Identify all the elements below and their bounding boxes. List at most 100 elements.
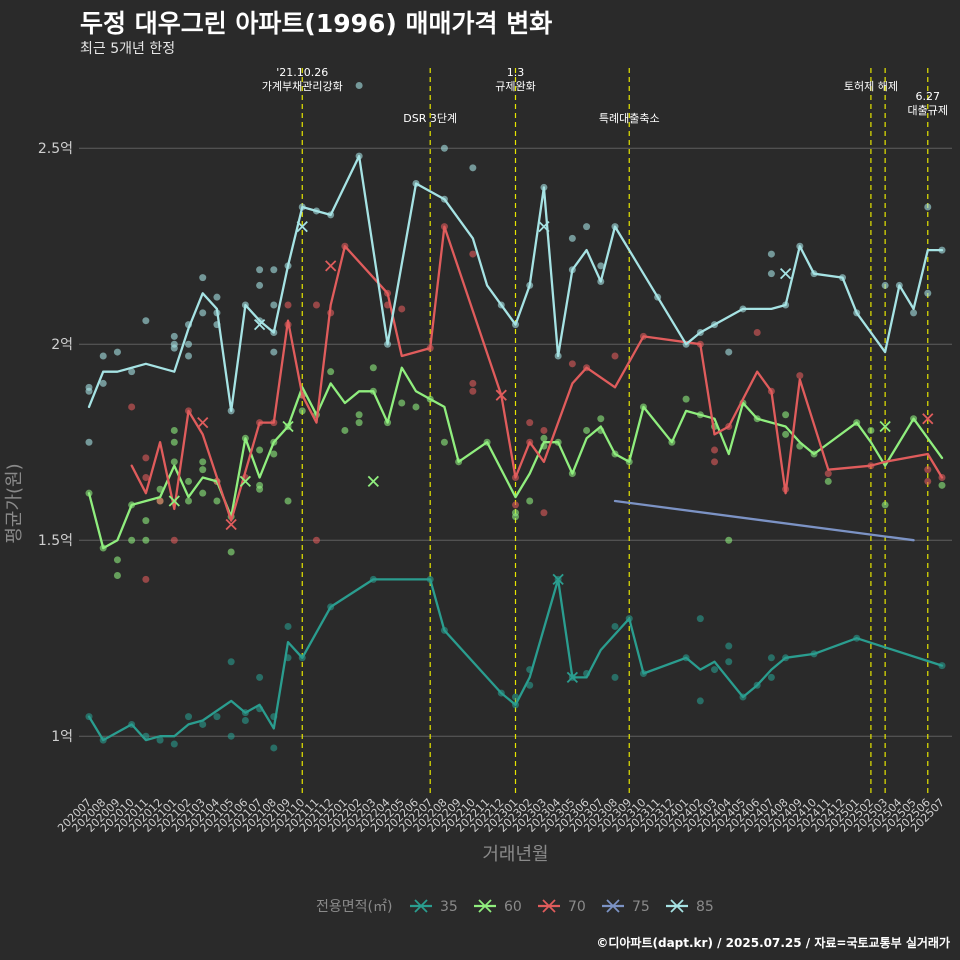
dot-70 [284, 301, 292, 309]
chart-subtitle: 최근 5개년 한정 [80, 41, 176, 57]
dot-60 [170, 458, 178, 466]
dot-70 [540, 509, 548, 517]
dot-60 [213, 497, 221, 505]
dot-35 [512, 693, 519, 701]
x-mark-stroke [197, 416, 209, 429]
dot-85 [99, 379, 107, 387]
event-label: 토허제 해제 [844, 79, 898, 93]
dot-70 [924, 466, 932, 474]
dot-60 [142, 536, 150, 544]
dot-60 [142, 517, 150, 525]
dot-60 [113, 556, 121, 564]
x-mark-stroke [495, 389, 507, 401]
dot-85 [583, 223, 591, 231]
x-mark-70 [197, 416, 209, 429]
dot-85 [256, 266, 264, 274]
y-tick-label: 2억 [51, 337, 73, 353]
dot-35 [725, 642, 733, 650]
dot-60 [284, 497, 292, 505]
legend-key-x [606, 899, 620, 913]
dot-85 [725, 348, 733, 356]
x-mark-85 [538, 220, 550, 233]
recent-marks [168, 220, 934, 684]
dot-85 [128, 368, 136, 376]
dot-85 [270, 348, 278, 356]
dot-70 [924, 477, 932, 485]
legend-label: 70 [568, 899, 586, 915]
legend-label: 35 [440, 899, 458, 915]
x-mark-stroke [253, 318, 266, 331]
x-mark-stroke [367, 475, 379, 488]
dot-60 [355, 419, 363, 427]
y-tick-label: 1억 [51, 729, 73, 745]
dot-70 [540, 426, 548, 434]
dot-35 [767, 673, 775, 681]
dot-60 [512, 513, 519, 521]
line-70 [130, 225, 944, 522]
dot-85 [199, 274, 207, 282]
y-tick-label: 1.5억 [38, 533, 73, 549]
dot-35 [767, 654, 775, 662]
dot-35 [696, 697, 704, 705]
dot-60 [170, 426, 178, 434]
x-mark-60 [282, 420, 294, 433]
x-mark-stroke [538, 220, 550, 233]
dot-35 [526, 681, 534, 689]
dot-70 [128, 403, 136, 411]
dot-60 [782, 411, 790, 419]
dot-85 [99, 352, 107, 360]
dot-70 [711, 458, 719, 466]
line-60 [87, 366, 944, 550]
dot-70 [824, 470, 832, 478]
dot-60 [199, 458, 207, 466]
legend-item-35: 35 [410, 899, 458, 915]
x-mark-60 [367, 475, 379, 488]
dot-60 [199, 466, 207, 474]
legend-key-x [670, 899, 684, 913]
legend-item-75: 75 [602, 899, 650, 915]
event-label: '21.10.26 가계부채관리강화 [262, 66, 343, 93]
dot-60 [682, 395, 690, 403]
dot-70 [796, 372, 804, 380]
dot-60 [341, 426, 349, 434]
dot-70 [469, 250, 477, 258]
dot-85 [270, 266, 278, 274]
line-85 [87, 154, 944, 413]
x-mark-60 [239, 475, 252, 488]
y-tick-label: 2.5억 [38, 141, 73, 157]
dot-60 [398, 399, 406, 407]
dot-70 [142, 454, 150, 462]
dot-85 [568, 234, 576, 242]
dot-60 [185, 477, 193, 485]
dot-35 [170, 740, 178, 748]
dot-70 [753, 328, 761, 336]
dot-35 [156, 736, 164, 744]
dot-85 [881, 281, 889, 289]
dot-70 [156, 497, 164, 505]
x-mark-stroke [879, 420, 891, 433]
dot-60 [597, 415, 605, 423]
legend: 전용면적(㎡) 35 60 70 75 85 [316, 899, 714, 915]
dot-85 [767, 270, 775, 278]
dot-35 [711, 666, 719, 674]
dot-60 [270, 450, 278, 458]
dot-70 [526, 419, 534, 427]
dot-60 [440, 438, 448, 446]
x-mark-70 [495, 389, 507, 401]
dot-85 [597, 262, 605, 270]
dot-60 [298, 407, 306, 415]
dot-60 [355, 411, 363, 419]
dot-35 [725, 658, 733, 666]
x-mark-70 [922, 413, 934, 425]
dot-85 [85, 387, 93, 395]
dot-70 [611, 352, 619, 360]
x-mark-85 [296, 220, 308, 233]
dot-60 [725, 536, 733, 544]
event-label: 1.3 규제완화 [495, 66, 535, 93]
dot-70 [142, 473, 150, 481]
x-mark-stroke [566, 671, 579, 684]
dot-85 [355, 82, 363, 90]
dot-70 [312, 301, 320, 309]
dot-60 [369, 364, 377, 372]
dot-60 [412, 403, 420, 411]
